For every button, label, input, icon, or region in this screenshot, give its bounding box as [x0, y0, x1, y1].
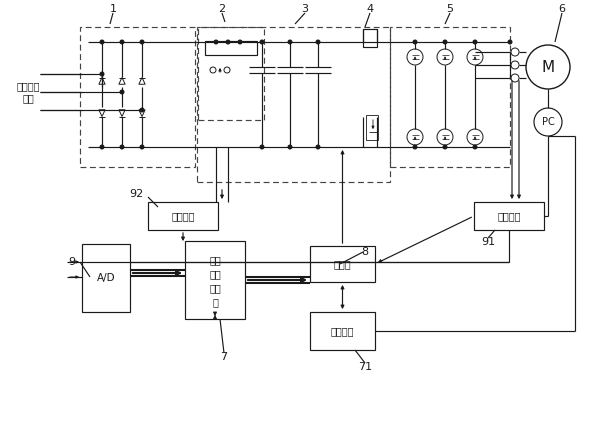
Bar: [197, 27, 390, 182]
Text: PC: PC: [541, 117, 554, 127]
Text: 4: 4: [367, 4, 373, 14]
Circle shape: [473, 40, 477, 44]
Circle shape: [120, 90, 124, 94]
Text: 人机界面: 人机界面: [331, 326, 355, 336]
Text: 91: 91: [481, 237, 495, 247]
Text: 3: 3: [301, 4, 309, 14]
Text: M: M: [541, 60, 555, 75]
Bar: [310, 312, 375, 350]
Circle shape: [316, 40, 320, 44]
Text: 器: 器: [212, 298, 218, 308]
Circle shape: [214, 40, 218, 44]
Text: 71: 71: [358, 362, 372, 372]
Circle shape: [260, 40, 264, 44]
Circle shape: [443, 40, 447, 44]
Text: 电压检测: 电压检测: [171, 211, 195, 221]
Bar: [198, 27, 264, 120]
Text: 7: 7: [220, 352, 227, 362]
Bar: [366, 115, 378, 140]
Bar: [474, 202, 544, 230]
Bar: [205, 41, 257, 55]
Circle shape: [140, 108, 144, 112]
Circle shape: [100, 40, 104, 44]
Text: 处理: 处理: [209, 284, 221, 294]
Text: 隔离放大: 隔离放大: [497, 211, 521, 221]
Bar: [363, 29, 377, 47]
Text: 9: 9: [68, 257, 76, 267]
Text: 三相交流
电源: 三相交流 电源: [16, 81, 40, 103]
Circle shape: [238, 40, 242, 44]
Circle shape: [226, 40, 230, 44]
Bar: [185, 241, 245, 319]
Text: 8: 8: [361, 247, 368, 257]
Circle shape: [473, 145, 477, 149]
Circle shape: [100, 72, 104, 76]
Bar: [80, 27, 195, 167]
Circle shape: [413, 40, 417, 44]
Circle shape: [260, 145, 264, 149]
Bar: [390, 27, 510, 167]
Text: 92: 92: [129, 189, 143, 199]
Circle shape: [316, 145, 320, 149]
Circle shape: [140, 145, 144, 149]
Text: 信号: 信号: [209, 270, 221, 279]
Text: 2: 2: [218, 4, 226, 14]
Text: 数字: 数字: [209, 255, 221, 265]
Text: 5: 5: [446, 4, 454, 14]
Text: 6: 6: [558, 4, 566, 14]
Circle shape: [120, 40, 124, 44]
Circle shape: [508, 40, 512, 44]
Text: 门降列: 门降列: [334, 259, 352, 269]
Text: 1: 1: [110, 4, 117, 14]
Bar: [148, 202, 218, 230]
Circle shape: [120, 145, 124, 149]
Circle shape: [100, 145, 104, 149]
Circle shape: [443, 145, 447, 149]
Circle shape: [140, 40, 144, 44]
Bar: [82, 244, 130, 312]
Text: A/D: A/D: [97, 273, 116, 283]
Circle shape: [288, 40, 292, 44]
Circle shape: [413, 145, 417, 149]
Bar: [310, 246, 375, 282]
Circle shape: [288, 145, 292, 149]
